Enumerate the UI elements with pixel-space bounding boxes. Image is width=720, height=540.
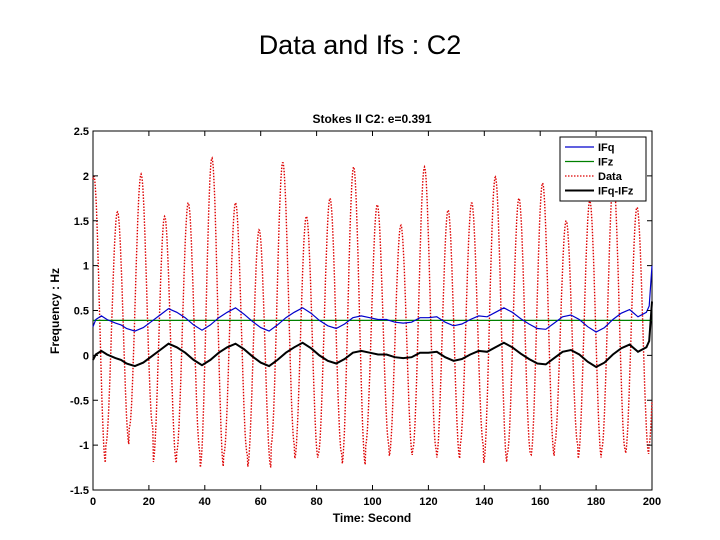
x-tick-label: 0 (90, 496, 96, 508)
legend: IFq IFz Data IFq-IFz (559, 136, 647, 202)
x-tick-label: 20 (143, 496, 155, 508)
plot-frame (92, 130, 653, 491)
x-tick-label: 60 (255, 496, 267, 508)
tick-layer: 0 20 40 60 80 100 120 140 160 180 2002.521.510.50-… (70, 126, 661, 508)
series-line-ifq (92, 265, 653, 333)
y-tick-label: 1.5 (74, 216, 89, 228)
y-tick-label: 1 (83, 261, 89, 273)
x-tick-label: 40 (199, 496, 211, 508)
y-tick-label: -1 (79, 440, 89, 452)
y-tick-label: -1.5 (70, 485, 89, 497)
y-axis-label: Frequency : Hz (48, 268, 62, 354)
x-tick-label: 160 (531, 496, 549, 508)
x-axis-label: Time: Second (333, 511, 411, 525)
legend-label: Data (598, 171, 623, 183)
x-tick-label: 120 (419, 496, 437, 508)
y-tick-label: 2 (83, 171, 89, 183)
legend-label: IFq (598, 142, 615, 154)
x-tick-label: 80 (310, 496, 322, 508)
y-tick-label: 0.5 (74, 306, 89, 318)
y-tick-label: -0.5 (70, 395, 89, 407)
y-tick-label: 0 (83, 350, 89, 362)
legend-label: IFz (598, 157, 614, 169)
x-tick-label: 180 (587, 496, 605, 508)
data-layer (92, 156, 653, 468)
series-line-ifq-ifz (92, 301, 653, 369)
x-tick-label: 100 (363, 496, 381, 508)
y-tick-label: 2.5 (74, 126, 89, 138)
x-tick-label: 140 (475, 496, 493, 508)
x-tick-label: 200 (643, 496, 661, 508)
chart-title: Stokes II C2: e=0.391 (312, 112, 431, 126)
legend-label: IFq-IFz (598, 186, 634, 198)
slide-title: Data and Ifs : C2 (258, 30, 462, 60)
